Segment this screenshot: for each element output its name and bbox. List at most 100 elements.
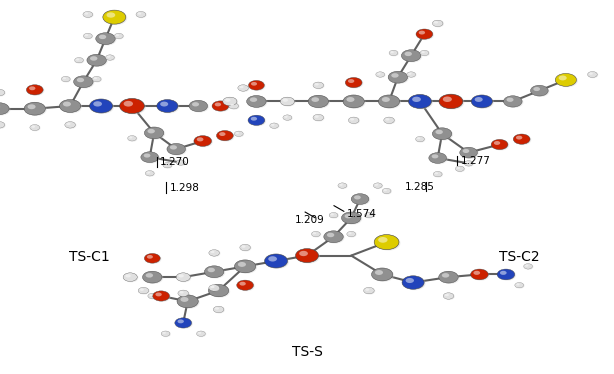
Circle shape (192, 102, 199, 107)
Circle shape (374, 269, 394, 281)
Circle shape (0, 122, 5, 128)
Circle shape (311, 232, 321, 237)
Circle shape (354, 195, 361, 199)
Circle shape (251, 82, 257, 86)
Circle shape (465, 161, 473, 166)
Circle shape (298, 250, 319, 263)
Circle shape (144, 127, 164, 139)
Circle shape (267, 255, 289, 268)
Circle shape (432, 20, 443, 27)
Circle shape (235, 132, 244, 137)
Circle shape (66, 123, 71, 125)
Circle shape (239, 86, 244, 88)
Circle shape (125, 274, 131, 278)
Circle shape (497, 269, 515, 280)
Circle shape (313, 82, 324, 89)
Circle shape (106, 12, 115, 18)
Circle shape (146, 254, 161, 263)
Circle shape (128, 136, 136, 141)
Circle shape (346, 97, 354, 102)
Circle shape (421, 51, 425, 53)
Text: TS-S: TS-S (292, 345, 322, 359)
Circle shape (77, 78, 84, 82)
Circle shape (0, 122, 5, 128)
Circle shape (31, 126, 35, 128)
Circle shape (163, 332, 166, 334)
Circle shape (149, 294, 153, 296)
Text: 1.270: 1.270 (160, 157, 190, 167)
Circle shape (555, 73, 577, 86)
Circle shape (170, 145, 177, 150)
Circle shape (382, 188, 391, 194)
Circle shape (208, 268, 215, 272)
Circle shape (210, 285, 220, 291)
Circle shape (29, 86, 36, 90)
Circle shape (147, 255, 153, 259)
Circle shape (350, 118, 354, 120)
Circle shape (439, 271, 458, 283)
Circle shape (162, 331, 170, 337)
Circle shape (420, 50, 429, 56)
Circle shape (238, 85, 249, 91)
Circle shape (434, 21, 438, 24)
Circle shape (237, 280, 254, 290)
Circle shape (239, 281, 254, 291)
Circle shape (344, 214, 352, 218)
Circle shape (435, 172, 438, 174)
Circle shape (313, 232, 321, 237)
Circle shape (0, 103, 9, 114)
Circle shape (179, 296, 199, 308)
Circle shape (507, 98, 513, 102)
Circle shape (558, 75, 577, 87)
Circle shape (371, 268, 393, 281)
Circle shape (473, 96, 493, 108)
Circle shape (177, 319, 192, 328)
Circle shape (237, 261, 257, 273)
Circle shape (462, 148, 478, 158)
Circle shape (408, 72, 416, 77)
Circle shape (0, 104, 10, 115)
Circle shape (375, 183, 383, 188)
Circle shape (431, 154, 447, 163)
Circle shape (94, 77, 97, 79)
Circle shape (178, 274, 191, 282)
Circle shape (385, 118, 395, 124)
Circle shape (445, 294, 449, 296)
Circle shape (384, 117, 394, 123)
Circle shape (313, 114, 324, 121)
Circle shape (210, 250, 220, 256)
Text: TS-C2: TS-C2 (499, 250, 539, 264)
Circle shape (282, 98, 295, 106)
Circle shape (96, 33, 115, 45)
Circle shape (559, 76, 567, 80)
Circle shape (411, 96, 432, 109)
Circle shape (196, 137, 212, 147)
Circle shape (161, 331, 170, 336)
Circle shape (353, 195, 370, 205)
Circle shape (283, 115, 292, 120)
Circle shape (464, 161, 473, 166)
Text: 1.574: 1.574 (347, 209, 377, 219)
Circle shape (180, 291, 184, 294)
Circle shape (31, 125, 40, 131)
Circle shape (375, 270, 383, 275)
Circle shape (181, 297, 188, 302)
Circle shape (377, 72, 385, 77)
Circle shape (343, 95, 364, 108)
Circle shape (209, 285, 219, 291)
Circle shape (330, 214, 334, 215)
Circle shape (114, 33, 123, 39)
Circle shape (217, 131, 233, 141)
Circle shape (219, 132, 234, 141)
Circle shape (314, 115, 324, 121)
Circle shape (338, 183, 347, 188)
Circle shape (506, 97, 523, 107)
Circle shape (191, 101, 208, 112)
Circle shape (299, 251, 308, 256)
Circle shape (442, 273, 449, 278)
Circle shape (443, 293, 454, 299)
Circle shape (85, 12, 88, 15)
Circle shape (250, 116, 265, 126)
Circle shape (236, 132, 239, 134)
Circle shape (116, 34, 119, 36)
